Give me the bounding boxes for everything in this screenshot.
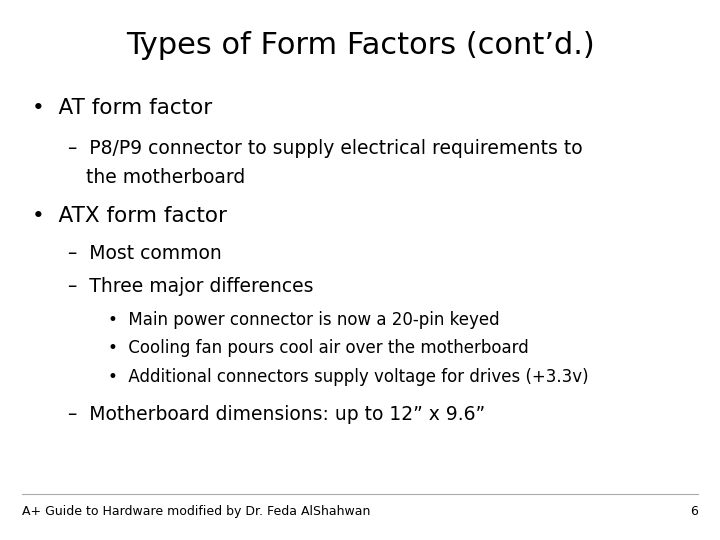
Text: A+ Guide to Hardware modified by Dr. Feda AlShahwan: A+ Guide to Hardware modified by Dr. Fed… bbox=[22, 505, 370, 518]
Text: •  Cooling fan pours cool air over the motherboard: • Cooling fan pours cool air over the mo… bbox=[108, 339, 528, 357]
Text: –  Motherboard dimensions: up to 12” x 9.6”: – Motherboard dimensions: up to 12” x 9.… bbox=[68, 405, 485, 424]
Text: 6: 6 bbox=[690, 505, 698, 518]
Text: •  Main power connector is now a 20-pin keyed: • Main power connector is now a 20-pin k… bbox=[108, 310, 500, 329]
Text: •  AT form factor: • AT form factor bbox=[32, 98, 212, 118]
Text: •  Additional connectors supply voltage for drives (+3.3v): • Additional connectors supply voltage f… bbox=[108, 368, 589, 386]
Text: –  P8/P9 connector to supply electrical requirements to: – P8/P9 connector to supply electrical r… bbox=[68, 139, 583, 158]
Text: –  Most common: – Most common bbox=[68, 244, 222, 264]
Text: Types of Form Factors (cont’d.): Types of Form Factors (cont’d.) bbox=[125, 31, 595, 60]
Text: –  Three major differences: – Three major differences bbox=[68, 276, 314, 296]
Text: •  ATX form factor: • ATX form factor bbox=[32, 206, 228, 226]
Text: the motherboard: the motherboard bbox=[68, 167, 246, 187]
